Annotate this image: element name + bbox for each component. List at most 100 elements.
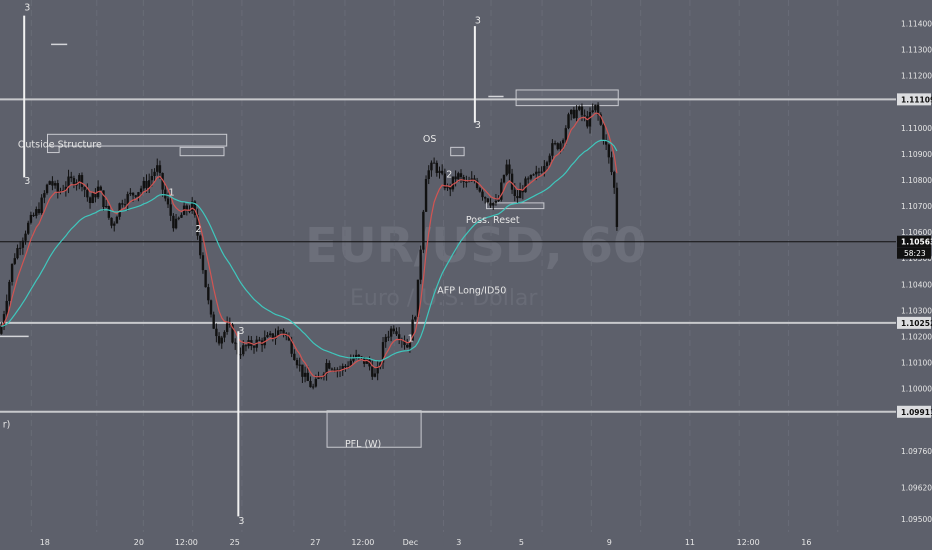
symbol-watermark: EUR/USD, 60 [305,218,646,274]
candle-body [395,331,398,335]
candle-body [381,342,385,363]
vertical-gridlines [30,0,839,532]
candle-body [48,181,51,185]
candle-body [526,178,530,180]
candle-body [94,193,97,198]
annotation-label: 3 [238,326,244,337]
candle-body [341,366,344,371]
candle-body [193,201,197,216]
candle-body [180,214,183,218]
candle-body [338,369,342,371]
candle-body [373,373,377,377]
candle-body [389,328,393,337]
candle-body [575,109,578,119]
candle-body [371,366,374,377]
price-axis[interactable]: 1.114001.113001.112001.111001.110001.109… [896,0,932,550]
price-level-badge [897,316,931,329]
candle-body [424,178,428,212]
candle-body [212,314,215,329]
candle-body [166,198,170,205]
candle-body [40,197,43,214]
candle-body [513,189,516,197]
candle-body [524,178,527,193]
time-axis-background [0,532,932,550]
candle-body [129,192,132,195]
ema-fast-line [0,112,618,378]
candle-body [123,204,127,206]
candle-body [70,176,73,179]
price-tick-label: 1.10900 [901,150,932,159]
candle-body [368,359,371,367]
candle-body [104,206,108,208]
candle-body [556,143,559,150]
chart-annotations: Outside Structure OS Poss. Reset AFP Long/I… [3,2,520,527]
candle-body [153,171,156,176]
time-axis[interactable]: 18 20 12:00 25 27 12:00 Dec 3 5 9 11 12:00 16 [0,532,932,550]
candle-body [352,357,355,361]
candle-body [188,210,191,212]
candle-body [61,190,65,192]
candle-body [580,106,584,116]
candle-body [497,199,500,201]
candle-body [465,181,468,183]
candle-body [258,339,261,341]
price-level-label: 1.11109 [901,95,932,104]
candle-body [185,205,189,211]
price-tick-label: 1.11300 [901,46,932,55]
candle-body [177,217,180,219]
annotation-label: Outside Structure [18,139,102,150]
candle-body [451,176,455,190]
annotation-zone [46,145,60,154]
annotation-label: 3 [24,176,30,187]
candle-body [505,164,508,175]
price-tick-label: 1.10200 [901,332,932,341]
candle-body [548,155,551,163]
candle-body [572,109,576,119]
candle-body [489,202,492,206]
candle-body [293,353,296,360]
candle-body [306,372,309,381]
candle-body [190,201,194,211]
price-tick-label: 1.11400 [901,19,932,28]
annotation-zone [326,410,422,448]
candle-body [328,362,331,369]
candle-body [333,369,336,372]
annotation-label: PFL (W) [345,439,381,450]
candle-body [379,362,382,367]
candle-body [295,359,299,366]
candle-body [419,249,422,280]
candle-body [80,175,84,188]
annotation-zone [179,146,225,157]
candle-body [88,197,92,203]
candle-body [78,175,81,183]
candle-body [486,198,490,203]
candle-body [13,258,16,264]
candle-body [578,106,581,110]
price-tick-label: 1.10700 [901,202,932,211]
candle-body [613,172,616,188]
annotation-label: 2 [446,169,452,180]
candle-body [492,202,495,206]
candle-body [586,116,589,127]
candle-body [242,345,245,355]
candle-body [56,183,59,193]
candle-body [543,165,546,172]
candle-body [518,189,522,199]
candle-body [131,192,135,196]
candle-body [467,181,471,183]
candle-body [215,328,218,337]
candle-body [252,346,256,348]
candle-body [287,335,291,341]
candle-body [397,334,401,340]
candle-body [591,110,594,113]
candle-body [459,173,463,178]
candle-body [475,180,479,188]
candle-body [282,330,285,334]
candle-body [27,222,30,234]
candle-body [553,143,557,145]
time-tick-label: 16 [801,538,811,547]
time-tick-label: 25 [230,538,240,547]
candle-body [134,195,137,197]
price-level-label: 1.09911 [901,408,932,417]
